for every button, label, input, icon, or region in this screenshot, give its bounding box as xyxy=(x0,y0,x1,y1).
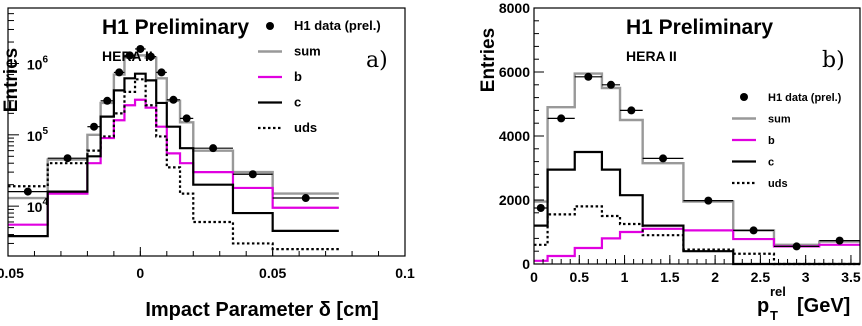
data-point xyxy=(157,68,166,77)
data-point xyxy=(749,226,758,235)
data-point xyxy=(248,170,257,179)
y-tick-label: 0 xyxy=(522,256,530,272)
x-tick-label: 0.05 xyxy=(259,265,286,281)
data-point xyxy=(63,154,72,163)
data-point xyxy=(659,154,668,163)
x-tick-label: 1.5 xyxy=(660,269,680,285)
legend-label-sum: sum xyxy=(768,114,791,126)
legend-label-uds: uds xyxy=(294,120,317,135)
x-tick-label: 0 xyxy=(530,269,538,285)
panel-b-label: b) xyxy=(822,48,845,73)
data-point xyxy=(136,44,145,53)
panel-b-y-label: Entries xyxy=(478,28,499,92)
data-point xyxy=(606,80,615,89)
panel-b-x-label: p rel T [GeV] xyxy=(757,284,850,323)
panel-a-y-label: Entries xyxy=(1,48,22,112)
data-point xyxy=(301,194,310,203)
y-tick-label: 8000 xyxy=(499,0,530,16)
legend-label-h1-data-prel: H1 data (prel.) xyxy=(768,92,842,104)
y-tick-label: 104 xyxy=(27,197,49,215)
legend-marker-h1-data-prel xyxy=(266,22,274,30)
x-tick-label: 2 xyxy=(711,269,719,285)
data-point xyxy=(125,51,134,60)
panel-a-legend: H1 data (prel.) sum bc uds xyxy=(258,18,381,135)
data-point xyxy=(557,114,566,123)
data-point xyxy=(209,144,218,153)
panel-b-x-label-sup: rel xyxy=(770,284,786,299)
data-point xyxy=(792,242,801,251)
legend-label-uds: uds xyxy=(768,178,788,190)
data-point xyxy=(584,72,593,81)
legend-marker-h1-data-prel xyxy=(740,93,748,101)
x-tick-label: 1 xyxy=(621,269,629,285)
x-tick-label: 3.5 xyxy=(841,269,861,285)
series-c-step xyxy=(8,72,339,238)
data-point xyxy=(23,187,32,196)
y-tick-label: 105 xyxy=(27,126,49,144)
series-uds-step xyxy=(534,205,860,266)
panel-a-title: H1 Preliminary xyxy=(102,16,249,39)
legend-label-sum: sum xyxy=(294,44,321,59)
panel-b-title: H1 Preliminary xyxy=(626,16,773,39)
data-point xyxy=(536,204,545,212)
x-tick-label: 3 xyxy=(802,269,810,285)
data-point xyxy=(90,122,99,131)
data-point xyxy=(103,96,112,105)
data-point xyxy=(182,114,191,123)
series-uds-step xyxy=(8,78,339,251)
panel-b-data-layer xyxy=(534,72,860,266)
legend-label-h1-data-prel: H1 data (prel.) xyxy=(294,18,381,33)
y-tick-label: 4000 xyxy=(499,128,530,144)
x-tick-label: 2.5 xyxy=(751,269,771,285)
legend-label-c: c xyxy=(294,95,301,110)
panel-a-subtitle: HERA II xyxy=(102,48,153,64)
data-point xyxy=(146,52,155,61)
panel-a-label: a) xyxy=(366,48,388,73)
x-tick-label: 0 xyxy=(136,265,144,281)
panel-b-x-label-p: p xyxy=(757,295,769,317)
panel-b: 0 0.5 1 1.5 2 2.5 3 3.5 0 2000 4000 6000 8000 H1 Pre… xyxy=(478,0,861,323)
panel-b-frame xyxy=(533,7,861,265)
panel-b-subtitle: HERA II xyxy=(626,48,677,64)
panel-a-axis-ticks: -0.05 0 0.05 0.1 104 105 106 xyxy=(0,7,415,281)
legend-label-c: c xyxy=(768,157,774,169)
legend-label-b: b xyxy=(294,69,302,84)
y-tick-label: 106 xyxy=(27,55,49,73)
data-point xyxy=(835,236,844,245)
data-point xyxy=(115,68,124,77)
y-tick-label: 2000 xyxy=(499,192,530,208)
panel-a-x-label: Impact Parameter δ [cm] xyxy=(145,299,378,321)
series-b-step xyxy=(8,98,339,226)
x-tick-label: 0.1 xyxy=(395,265,415,281)
legend-label-b: b xyxy=(768,135,775,147)
panel-a: -0.05 0 0.05 0.1 104 105 106 H1 Preliminary HE… xyxy=(0,7,415,321)
x-tick-label: 0.5 xyxy=(570,269,590,285)
data-point xyxy=(704,196,713,205)
panel-b-axis-ticks: 0 0.5 1 1.5 2 2.5 3 3.5 0 2000 4000 6000 8000 xyxy=(499,0,861,285)
data-point xyxy=(627,106,636,115)
x-tick-label: -0.05 xyxy=(0,265,24,281)
data-point xyxy=(169,95,178,104)
panel-a-data-layer xyxy=(8,44,339,251)
panel-b-x-label-unit: [GeV] xyxy=(797,295,850,317)
panel-b-legend: H1 data (prel.) sum bc uds xyxy=(732,92,842,190)
panel-a-frame xyxy=(7,7,406,257)
panel-b-x-label-sub: T xyxy=(770,308,778,323)
y-tick-label: 6000 xyxy=(499,64,530,80)
